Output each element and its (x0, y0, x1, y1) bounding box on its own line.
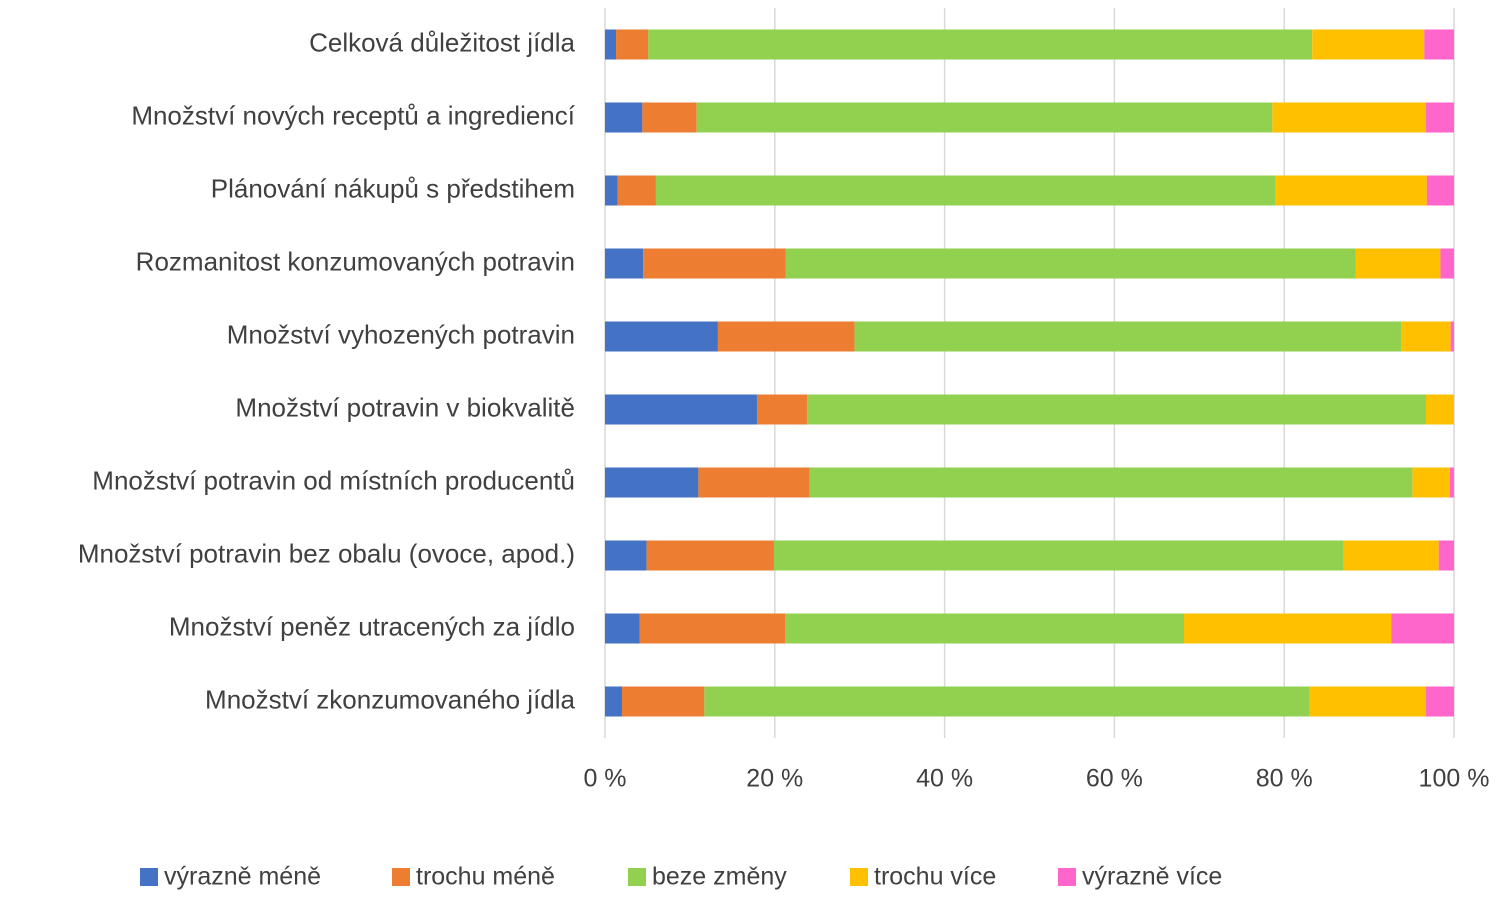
legend-swatch (850, 868, 868, 886)
bar-segment (655, 175, 1276, 206)
bar-segment (1184, 613, 1392, 644)
legend-swatch (1058, 868, 1076, 886)
bar-segment (1412, 467, 1450, 498)
y-tick-label: Množství potravin od místních producentů (92, 465, 575, 495)
legend-label: výrazně méně (164, 863, 321, 891)
bar-segment (616, 29, 649, 60)
bar-segment (1449, 467, 1454, 498)
bar-segment (773, 540, 1344, 571)
y-tick-label: Rozmanitost konzumovaných potravin (136, 246, 575, 276)
y-tick-label: Množství potravin bez obalu (ovoce, apod… (78, 538, 575, 568)
bar-segment (605, 248, 644, 279)
bar-segment (605, 29, 617, 60)
x-tick-label: 60 % (1086, 765, 1143, 793)
legend-label: výrazně více (1082, 863, 1222, 891)
bar-segment (1438, 540, 1454, 571)
bar-segment (1343, 540, 1439, 571)
legend-swatch (392, 868, 410, 886)
bar-segment (1440, 248, 1454, 279)
bar-segment (605, 613, 640, 644)
bar-segment (605, 102, 643, 133)
bar-segment (807, 394, 1426, 425)
bar-segment (809, 467, 1413, 498)
bar-segment (1312, 29, 1425, 60)
x-tick-label: 40 % (916, 765, 973, 793)
x-tick-label: 100 % (1419, 765, 1490, 793)
y-tick-label: Množství zkonzumovaného jídla (205, 684, 576, 714)
bar-segment (1450, 321, 1454, 352)
bar-segment (1425, 102, 1454, 133)
bar-segment (648, 29, 1313, 60)
x-tick-label: 20 % (746, 765, 803, 793)
bar-segment (1401, 321, 1451, 352)
bar-segment (1425, 394, 1454, 425)
bar-segment (1424, 29, 1454, 60)
legend-swatch (628, 868, 646, 886)
y-tick-label: Množství peněz utracených za jídlo (169, 611, 575, 641)
bar-segment (704, 686, 1310, 717)
bar-segment (1309, 686, 1426, 717)
bar-segment (605, 175, 618, 206)
y-tick-label: Množství potravin v biokvalitě (235, 392, 575, 422)
bar-segment (605, 394, 757, 425)
y-tick-label: Množství vyhozených potravin (227, 319, 575, 349)
bar-segment (1425, 686, 1454, 717)
bar-segment (1391, 613, 1454, 644)
bar-segment (605, 467, 699, 498)
bar-segment (1355, 248, 1441, 279)
bar-segment (717, 321, 855, 352)
y-tick-label: Množství nových receptů a ingrediencí (131, 100, 575, 130)
bar-segment (785, 248, 1356, 279)
bar-segment (698, 467, 810, 498)
bar-segment (642, 102, 697, 133)
bar-segment (605, 321, 718, 352)
bar-segment (605, 540, 647, 571)
bar-segment (617, 175, 656, 206)
legend-label: trochu více (874, 863, 996, 891)
x-tick-label: 0 % (583, 765, 626, 793)
y-tick-label: Plánování nákupů s předstihem (211, 173, 575, 203)
bar-segment (756, 394, 808, 425)
bar-segment (643, 248, 786, 279)
bar-segment (696, 102, 1273, 133)
bar-segment (639, 613, 785, 644)
bar-segment (646, 540, 774, 571)
bar-segment (621, 686, 705, 717)
bar-segment (1275, 175, 1427, 206)
legend-swatch (140, 868, 158, 886)
legend-label: trochu méně (416, 863, 555, 891)
bar-segment (854, 321, 1402, 352)
bar-segment (605, 686, 622, 717)
x-tick-label: 80 % (1256, 765, 1313, 793)
bar-segment (784, 613, 1185, 644)
y-tick-label: Celková důležitost jídla (309, 27, 575, 57)
legend-label: beze změny (652, 863, 787, 891)
bar-segment (1272, 102, 1426, 133)
bar-segment (1426, 175, 1454, 206)
